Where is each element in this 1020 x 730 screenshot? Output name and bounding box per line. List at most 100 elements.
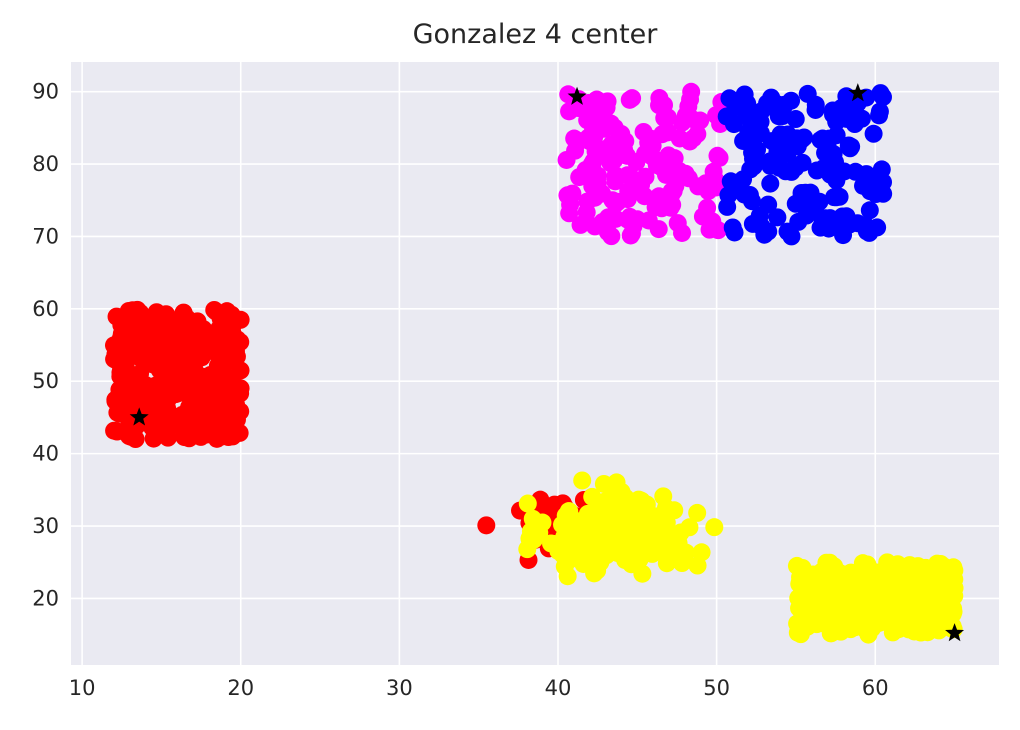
data-point [171, 383, 190, 402]
data-point [636, 531, 655, 550]
data-point [848, 109, 867, 128]
data-point [231, 310, 250, 329]
y-tick-label: 30 [32, 514, 59, 538]
data-point [889, 620, 908, 639]
data-point [189, 340, 208, 359]
data-point [578, 192, 597, 211]
data-point [806, 589, 825, 608]
data-point [813, 129, 832, 148]
data-point [680, 518, 699, 537]
data-point [185, 417, 204, 436]
data-point [945, 579, 964, 598]
data-point [906, 604, 925, 623]
data-point [227, 410, 246, 429]
x-tick-label: 60 [862, 676, 889, 700]
x-tick-label: 10 [69, 676, 96, 700]
data-point [597, 98, 616, 117]
data-point [835, 162, 854, 181]
data-point [820, 209, 839, 228]
center-star-icon [129, 407, 149, 426]
data-point [636, 167, 655, 186]
data-point [735, 185, 754, 204]
data-point [738, 94, 757, 113]
data-point [626, 516, 645, 535]
data-point [870, 102, 889, 121]
center-star-icon [848, 83, 868, 102]
data-point [607, 517, 626, 536]
data-point [771, 125, 790, 144]
data-point [573, 471, 592, 490]
data-point [113, 386, 132, 405]
data-point [107, 307, 126, 326]
data-point [842, 609, 861, 628]
data-point [708, 146, 727, 165]
data-point [137, 317, 156, 336]
data-point [206, 411, 225, 430]
cluster-centers [129, 83, 965, 642]
data-point [759, 195, 778, 214]
data-point [631, 494, 650, 513]
data-point [564, 510, 583, 529]
data-point [864, 581, 883, 600]
data-point [670, 129, 689, 148]
data-point [872, 160, 891, 179]
data-point [620, 167, 639, 186]
data-point [775, 96, 794, 115]
data-point [545, 495, 564, 514]
data-point [477, 516, 496, 535]
data-point [563, 184, 582, 203]
y-tick-label: 70 [32, 224, 59, 248]
data-point [131, 303, 150, 322]
data-point [555, 557, 574, 576]
data-point [566, 141, 585, 160]
data-point [832, 98, 851, 117]
data-point [682, 82, 701, 101]
data-point [844, 570, 863, 589]
y-tick-label: 60 [32, 297, 59, 321]
data-point [856, 216, 875, 235]
data-point [639, 211, 658, 230]
data-point [141, 411, 160, 430]
data-point [789, 589, 808, 608]
data-point [656, 498, 675, 517]
data-point [582, 556, 601, 575]
data-point [798, 608, 817, 627]
y-tick-label: 40 [32, 442, 59, 466]
data-point [598, 539, 617, 558]
data-point [776, 162, 795, 181]
data-point [662, 182, 681, 201]
data-point [619, 182, 638, 201]
data-point [594, 474, 613, 493]
data-point [672, 554, 691, 573]
data-point [620, 90, 639, 109]
data-point [630, 550, 649, 569]
data-point [599, 208, 618, 227]
data-point [786, 194, 805, 213]
y-tick-label: 20 [32, 586, 59, 610]
chart-title: Gonzalez 4 center [413, 19, 659, 50]
data-point [823, 601, 842, 620]
x-tick-label: 50 [703, 676, 730, 700]
data-point [523, 509, 542, 528]
x-tick-label: 20 [227, 676, 254, 700]
data-point [696, 174, 715, 193]
data-point [673, 113, 692, 132]
data-point [572, 526, 591, 545]
center-star-icon [945, 623, 965, 642]
data-point [179, 359, 198, 378]
data-point [877, 565, 896, 584]
data-point [164, 312, 183, 331]
data-point [518, 540, 537, 559]
data-point [184, 396, 203, 415]
data-points [104, 82, 964, 644]
data-point [778, 144, 797, 163]
data-point [186, 378, 205, 397]
data-point [688, 503, 707, 522]
data-point [864, 124, 883, 143]
data-point [842, 137, 861, 156]
data-point [855, 558, 874, 577]
data-point [162, 360, 181, 379]
data-point [602, 227, 621, 246]
data-point [605, 118, 624, 137]
